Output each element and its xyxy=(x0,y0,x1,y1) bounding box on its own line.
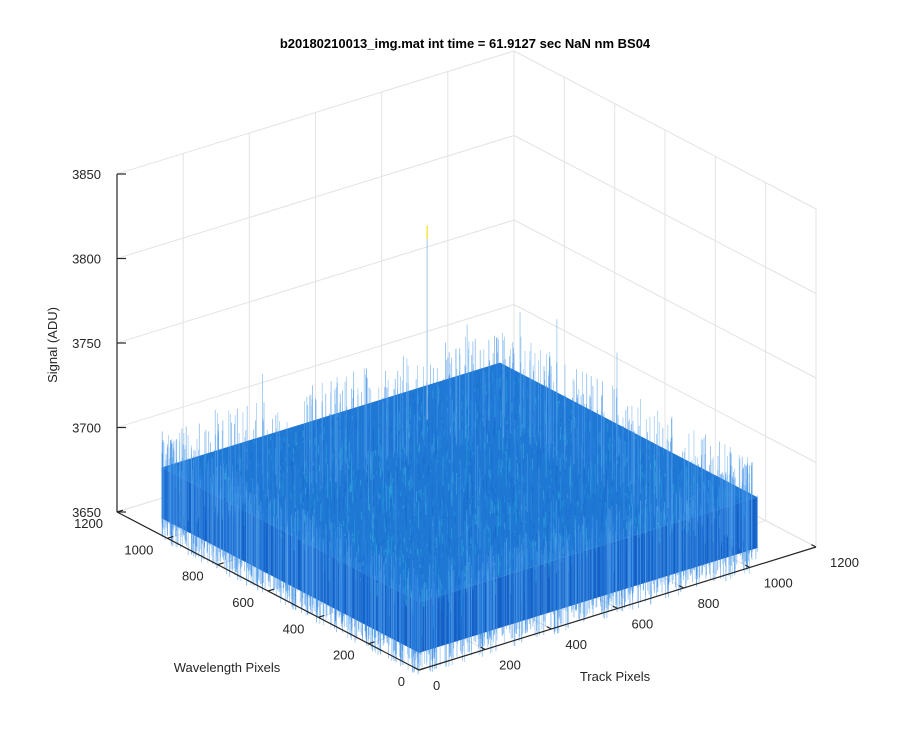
y-tick-label: 1200 xyxy=(74,516,103,531)
x-tick-label: 600 xyxy=(632,617,654,632)
back-wall-grid-line-z xyxy=(116,304,515,428)
x-axis-label: Track Pixels xyxy=(580,669,651,684)
chart-title: b20180210013_img.mat int time = 61.9127 … xyxy=(280,36,651,51)
y-tick-label: 1000 xyxy=(124,542,153,557)
x-tick-mark xyxy=(678,585,684,589)
side-wall-grid-line-z xyxy=(513,50,817,210)
back-wall-grid-line-z xyxy=(116,50,515,175)
x-tick-label: 200 xyxy=(499,658,521,673)
z-axis-label: Signal (ADU) xyxy=(45,307,60,383)
back-wall-grid-line-z xyxy=(116,135,515,259)
x-tick-label: 1200 xyxy=(830,555,859,570)
y-tick-mark xyxy=(267,588,275,592)
x-tick-label: 400 xyxy=(565,637,587,652)
z-tick-label: 3800 xyxy=(72,252,101,267)
y-tick-mark xyxy=(116,509,124,513)
y-tick-mark xyxy=(418,667,426,671)
x-tick-mark xyxy=(546,626,552,630)
back-wall-grid-line-z xyxy=(116,219,515,344)
y-tick-mark xyxy=(167,535,174,539)
z-tick-label: 3700 xyxy=(72,421,101,436)
side-wall-grid-line-z xyxy=(513,304,817,463)
x-tick-label: 0 xyxy=(433,678,440,693)
y-tick-label: 0 xyxy=(398,674,405,689)
surface-edge-spikes xyxy=(161,332,758,675)
y-tick-mark xyxy=(217,562,224,566)
x-tick-mark xyxy=(811,544,817,548)
x-tick-mark xyxy=(745,564,751,569)
surface-tall-spikes xyxy=(214,225,693,615)
z-tick-label: 3850 xyxy=(72,167,101,182)
side-wall-grid-line-z xyxy=(513,219,817,379)
x-tick-label: 800 xyxy=(698,596,720,611)
y-tick-mark xyxy=(368,641,375,645)
axes: 3650 3700 3750 3800 3850 0 200 400 600 800 1000 120… xyxy=(72,167,859,693)
surface-plot xyxy=(161,225,758,675)
x-tick-mark xyxy=(480,646,486,651)
y-tick-label: 200 xyxy=(333,648,355,663)
z-tick-label: 3650 xyxy=(72,505,101,520)
y-tick-label: 400 xyxy=(283,621,305,636)
x-tick-mark xyxy=(414,667,420,671)
y-tick-label: 600 xyxy=(232,595,254,610)
y-axis-label: Wavelength Pixels xyxy=(174,660,281,675)
x-tick-label: 1000 xyxy=(764,576,793,591)
y-tick-label: 800 xyxy=(182,569,204,584)
z-tick-label: 3750 xyxy=(72,336,101,351)
y-tick-mark xyxy=(318,614,325,618)
x-tick-mark xyxy=(612,605,618,610)
side-wall-grid-line-z xyxy=(513,135,817,294)
